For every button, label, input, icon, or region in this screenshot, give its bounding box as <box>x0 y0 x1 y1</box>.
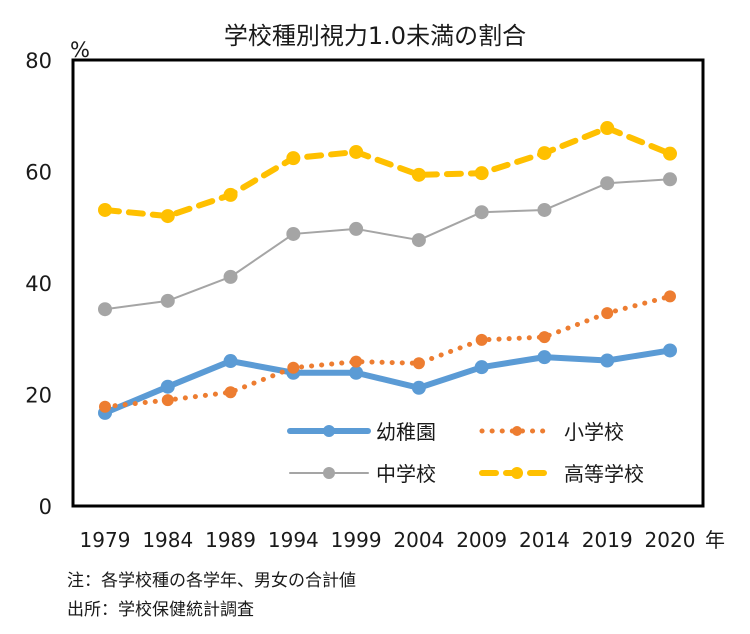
data-point <box>663 343 677 358</box>
legend-label: 中学校 <box>376 462 436 486</box>
legend-marker <box>512 426 522 436</box>
data-point <box>663 172 677 187</box>
data-point <box>474 205 489 220</box>
data-point <box>349 144 364 159</box>
data-point <box>160 379 175 394</box>
x-tick-label: 2004 <box>393 528 444 552</box>
data-point <box>537 350 552 365</box>
data-point <box>411 380 426 395</box>
x-tick-label: 2019 <box>582 528 633 552</box>
series-line <box>102 347 673 416</box>
data-point <box>411 167 426 182</box>
chart-title: 学校種別視力1.0未満の割合 <box>223 22 527 50</box>
data-point <box>223 187 238 202</box>
y-tick-label: 0 <box>39 495 52 519</box>
plot-frame <box>71 58 705 508</box>
source-note: 出所：学校保健統計調査 <box>67 600 254 620</box>
data-point <box>600 353 615 368</box>
series-line <box>102 293 673 410</box>
legend-marker <box>323 425 335 437</box>
data-point <box>349 221 364 236</box>
data-point <box>350 355 363 368</box>
data-point <box>286 226 301 241</box>
data-point <box>412 357 425 370</box>
series-2 <box>98 172 677 317</box>
legend-label: 幼稚園 <box>376 420 436 444</box>
x-tick-label: 1989 <box>205 528 256 552</box>
x-tick-label: 2014 <box>519 528 570 552</box>
y-tick-label: 20 <box>25 384 52 408</box>
data-point <box>600 176 615 191</box>
data-point <box>286 151 301 166</box>
series-0 <box>98 343 677 420</box>
legend-item: 高等学校 <box>479 462 644 486</box>
x-tick-label: 1994 <box>268 528 319 552</box>
legend-label: 高等学校 <box>564 462 644 486</box>
x-tick-label: 2009 <box>456 528 507 552</box>
data-point <box>663 146 677 161</box>
data-point <box>287 361 300 374</box>
data-point <box>223 269 238 284</box>
data-point <box>160 293 175 308</box>
data-point <box>224 386 237 399</box>
x-tick-label: 2020 <box>645 528 696 552</box>
x-tick-label: 1979 <box>80 528 131 552</box>
data-point <box>411 233 426 248</box>
y-axis-unit: % <box>70 38 90 62</box>
data-point <box>99 400 111 413</box>
legend-marker <box>511 467 523 479</box>
series-line <box>104 178 671 311</box>
x-tick-label: 1999 <box>331 528 382 552</box>
x-axis-unit: 年 <box>705 528 725 552</box>
series-line <box>102 125 673 220</box>
data-point <box>223 354 238 369</box>
x-tick-label: 1984 <box>142 528 193 552</box>
data-point <box>475 333 488 346</box>
data-point <box>537 202 552 217</box>
data-point <box>664 290 676 303</box>
series-1 <box>99 290 676 413</box>
legend-label: 小学校 <box>564 420 624 444</box>
data-point <box>600 121 615 136</box>
data-point <box>474 360 489 375</box>
data-point <box>601 307 614 320</box>
data-point <box>474 166 489 181</box>
data-point <box>98 302 112 317</box>
legend-item: 幼稚園 <box>287 420 436 444</box>
data-point <box>160 209 175 224</box>
data-point <box>161 394 174 407</box>
data-point <box>537 146 552 161</box>
y-tick-label: 40 <box>25 272 52 296</box>
y-tick-label: 80 <box>25 49 52 73</box>
data-point <box>538 331 551 344</box>
legend-item: 小学校 <box>479 420 624 444</box>
footnote: 注：各学校種の各学年、男女の合計値 <box>67 571 356 591</box>
data-point <box>349 365 364 380</box>
legend-item: 中学校 <box>289 462 436 486</box>
series-3 <box>98 121 677 224</box>
data-point <box>98 202 112 217</box>
legend-marker <box>323 467 335 479</box>
y-tick-label: 60 <box>25 161 52 185</box>
